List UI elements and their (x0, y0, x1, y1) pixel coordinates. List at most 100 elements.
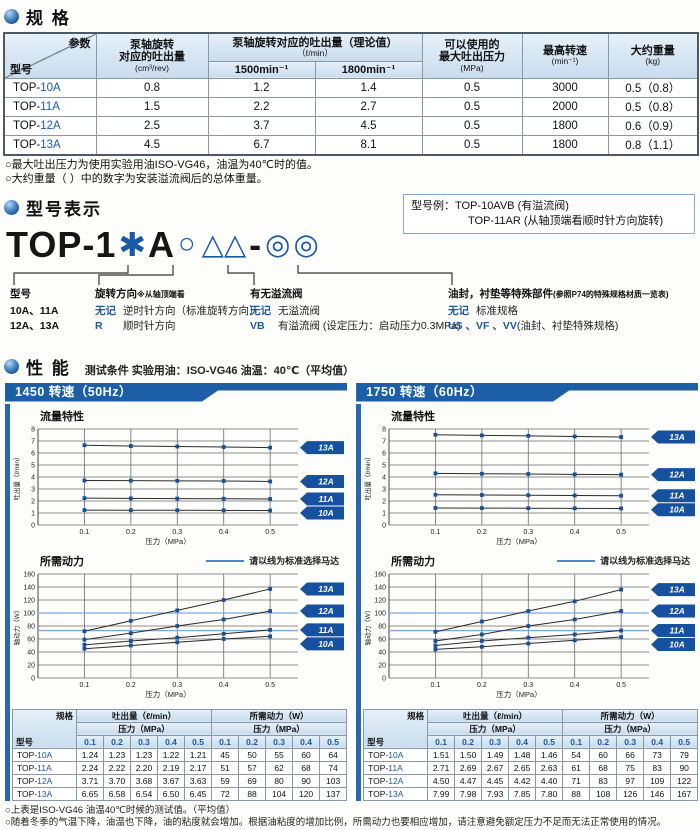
svg-text:0.1: 0.1 (431, 682, 441, 689)
svg-text:40: 40 (27, 649, 35, 656)
group-row: 无记无溢流阀 (250, 304, 446, 320)
svg-text:8: 8 (382, 426, 386, 433)
svg-text:轴动力（W）: 轴动力（W） (363, 606, 372, 645)
svg-text:1: 1 (382, 510, 386, 517)
power-value-cell: 122 (671, 774, 698, 787)
svg-text:0.3: 0.3 (524, 682, 534, 689)
svg-text:160: 160 (23, 571, 35, 578)
model-example-line2: TOP-11AR (从轴顶端看顺时针方向旋转) (468, 214, 687, 229)
svg-text:120: 120 (374, 597, 386, 604)
model-code-section: 型号表示 型号例：TOP-10AVB (有溢流阀) TOP-11AR (从轴顶端… (0, 191, 700, 350)
svg-text:13A: 13A (669, 584, 685, 594)
group-row: US 、VF 、VV(油封、衬垫特殊规格) (448, 319, 696, 335)
svg-text:5: 5 (382, 462, 386, 469)
data-table-1450: 规格 型号 吐出量（ℓ/min） 所需动力（W） 压力（MPa） 压力（MPa）… (12, 709, 347, 801)
flow-value-cell: 6.50 (158, 787, 185, 800)
spec-value-cell: 4.5 (315, 117, 422, 136)
spec-value-cell: 1800 (522, 117, 608, 136)
svg-text:11A: 11A (319, 493, 334, 503)
svg-text:0: 0 (382, 675, 386, 682)
spec-value-cell: 1.4 (315, 79, 422, 98)
svg-text:0.2: 0.2 (126, 682, 136, 689)
svg-text:160: 160 (374, 571, 386, 578)
motor-selection-legend: 请以线为标准选择马达 (206, 554, 339, 567)
flow-group-header: 吐出量（ℓ/min） (77, 709, 212, 722)
svg-text:0.4: 0.4 (570, 529, 580, 536)
model-name-cell: TOP-13A (13, 787, 77, 800)
model-example-line1: 型号例：TOP-10AVB (有溢流阀) (411, 199, 687, 214)
svg-text:0: 0 (31, 675, 35, 682)
col-displacement: 泵轴旋转 对应的吐出量(cm³/rev) (96, 33, 208, 79)
spec-corner-cell: 参数 型号 (4, 33, 96, 79)
flow-value-cell: 2.22 (104, 761, 131, 774)
svg-text:7: 7 (31, 438, 35, 445)
flow-value-cell: 4.40 (536, 774, 563, 787)
svg-text:5: 5 (31, 462, 35, 469)
spec-value-cell: 0.5 (422, 98, 522, 117)
spec-value-cell: 6.7 (208, 136, 315, 156)
pressure-header: 压力（MPa） (212, 722, 347, 735)
svg-text:压力（MPa）: 压力（MPa） (145, 689, 190, 699)
pressure-tick: 0.5 (671, 735, 698, 748)
spec-table: 参数 型号 泵轴旋转 对应的吐出量(cm³/rev) 泵轴旋转对应的吐出量（理论… (3, 32, 699, 156)
triangle-symbols: △△ (202, 227, 247, 262)
flow-value-cell: 7.98 (455, 787, 482, 800)
group-heading: 型号 (10, 286, 95, 301)
section-bullet-icon (4, 200, 19, 215)
svg-text:0.1: 0.1 (431, 529, 441, 536)
svg-text:0: 0 (382, 522, 386, 529)
power-value-cell: 137 (320, 787, 347, 800)
spec-value-cell: 3000 (522, 79, 608, 98)
flow-value-cell: 2.67 (482, 761, 509, 774)
spec-value-cell: 0.5（0.8） (608, 98, 698, 117)
svg-text:80: 80 (378, 623, 386, 630)
flow-value-cell: 6.65 (77, 787, 104, 800)
panel-1450-header: 1450 转速（50Hz） (5, 383, 347, 402)
flow-value-cell: 3.71 (77, 774, 104, 787)
code-a: A (148, 224, 175, 266)
svg-text:12A: 12A (318, 476, 334, 486)
power-value-cell: 88 (563, 787, 590, 800)
spec-value-cell: 1.2 (208, 79, 315, 98)
flow-value-cell: 7.85 (509, 787, 536, 800)
power-value-cell: 51 (212, 761, 239, 774)
group-row: 10A、11A (10, 304, 95, 320)
legend-line-icon (206, 560, 244, 562)
power-value-cell: 74 (320, 761, 347, 774)
ring-symbols: ◎◎ (265, 227, 322, 262)
flow-value-cell: 2.63 (536, 761, 563, 774)
svg-text:140: 140 (374, 584, 386, 591)
pressure-tick: 0.3 (131, 735, 158, 748)
svg-text:11A: 11A (670, 490, 685, 500)
spec-value-cell: 0.5 (422, 79, 522, 98)
svg-text:3: 3 (31, 486, 35, 493)
spec-value-cell: 1.5 (96, 98, 208, 117)
table-corner-cell: 规格 型号 (13, 709, 77, 748)
footer-notes: ○上表是ISO-VG46 油温40℃时候的测试值。（平均值） ○随着冬季的气温下… (0, 801, 700, 830)
flow-value-cell: 3.68 (131, 774, 158, 787)
spec-section-title: 规 格 (0, 0, 700, 32)
svg-text:0.5: 0.5 (616, 682, 626, 689)
corner-param-label: 参数 (69, 35, 91, 51)
flow-value-cell: 2.65 (509, 761, 536, 774)
power-chart-header: 所需动力 请以线为标准选择马达 (12, 553, 347, 569)
power-value-cell: 83 (644, 761, 671, 774)
power-value-cell: 97 (617, 774, 644, 787)
pressure-tick: 0.3 (266, 735, 293, 748)
spec-value-cell: 4.5 (96, 136, 208, 156)
spec-value-cell: 2.2 (208, 98, 315, 117)
svg-text:80: 80 (27, 623, 35, 630)
svg-text:12A: 12A (318, 606, 334, 616)
spec-value-cell: 2.7 (315, 98, 422, 117)
flow-value-cell: 7.93 (482, 787, 509, 800)
power-chart-title: 所需动力 (391, 553, 435, 569)
svg-text:0.3: 0.3 (524, 529, 534, 536)
